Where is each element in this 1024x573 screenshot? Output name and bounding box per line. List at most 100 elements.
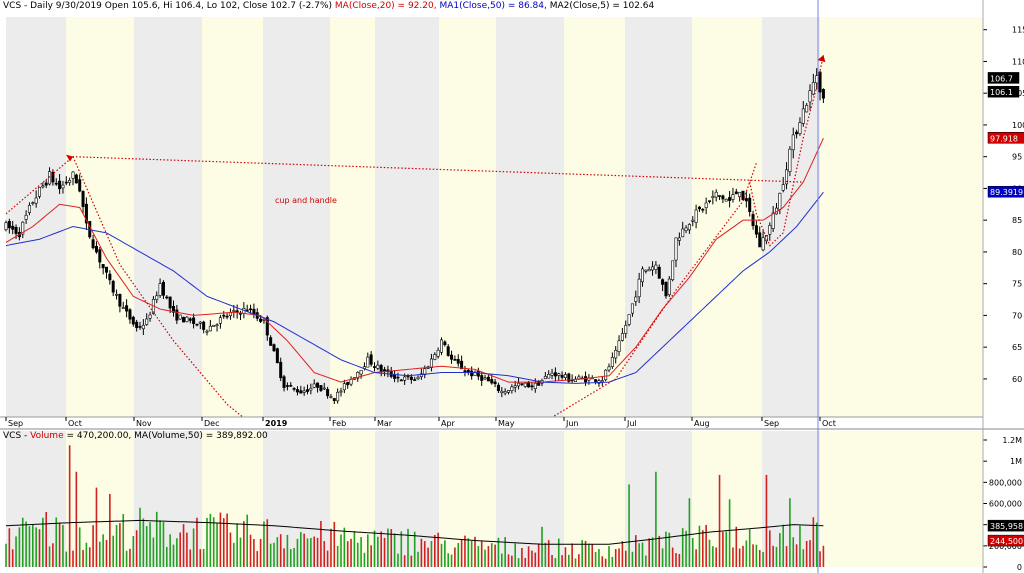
volume-bar [651, 537, 654, 567]
moving-averages [5, 138, 824, 384]
volume-month-band [375, 431, 439, 567]
volume-bar [356, 542, 359, 567]
volume-bar [266, 519, 269, 567]
volume-bar [373, 530, 376, 567]
candle-body [161, 281, 165, 296]
volume-bar [269, 543, 272, 567]
month-band [202, 17, 263, 417]
candle-body [4, 222, 8, 231]
price-tag-ma50-bg [987, 185, 1024, 198]
candle-body [436, 349, 440, 357]
candle-body [627, 314, 631, 325]
candle-body [620, 333, 624, 341]
volume-tag-last-bg [987, 534, 1024, 547]
volume-bar [410, 555, 413, 567]
candle-body [563, 374, 567, 378]
volume-bar [5, 543, 7, 567]
volume-bar [789, 498, 791, 567]
volume-bar [423, 541, 426, 567]
candle-body [480, 375, 484, 381]
month-band [439, 17, 496, 417]
volume-bar [755, 544, 758, 567]
volume-bar [397, 553, 399, 567]
volume-bar [360, 537, 362, 567]
candle-body [530, 385, 534, 388]
volume-bar [88, 547, 91, 567]
candle-body [423, 368, 427, 375]
volume-bar [564, 547, 567, 567]
volume-bar [480, 541, 483, 567]
chart-header: VCS - Daily 9/30/2019 Open 105.6, Hi 106… [3, 1, 654, 11]
candle-body [336, 391, 340, 402]
candle-body [403, 376, 407, 381]
candle-body [704, 202, 708, 208]
candle-body [332, 398, 336, 402]
candle-body [195, 323, 199, 326]
volume-bar [78, 527, 81, 567]
volume-bar [55, 517, 58, 567]
candle-body [419, 373, 423, 377]
header-strip [0, 0, 1024, 17]
volume-bar [671, 547, 674, 567]
candle-body [503, 391, 507, 394]
volume-bar [561, 555, 563, 567]
candle-body [192, 317, 196, 324]
candle-body [647, 269, 651, 272]
candle-body [292, 388, 296, 390]
candle-body [624, 325, 628, 334]
candle-body [466, 369, 470, 373]
candle-body [172, 305, 176, 313]
candle-body [456, 359, 460, 364]
volume-bar [209, 513, 212, 567]
candle-body [316, 382, 320, 388]
candle-body [674, 237, 678, 261]
candle-body [694, 209, 698, 223]
volume-bar [219, 512, 222, 567]
volume-bar [72, 550, 74, 567]
volume-bar [571, 543, 573, 567]
candle-body [168, 296, 172, 309]
volume-bar [541, 526, 543, 567]
candle-body [94, 246, 98, 253]
candle-body [550, 372, 554, 376]
candle-body [228, 312, 232, 317]
candle-body [372, 366, 376, 368]
month-label: Sep [764, 419, 779, 428]
volume-bar [521, 548, 523, 567]
volume-bar [665, 531, 667, 567]
volume-bar [534, 552, 537, 567]
volume-bar [450, 554, 453, 567]
volume-bar [112, 535, 114, 567]
volume-bar [407, 528, 409, 567]
volume-tick-label: 0 [1017, 563, 1022, 572]
volume-bar [792, 537, 795, 567]
volume-month-band [762, 431, 820, 567]
month-label: Oct [68, 419, 82, 428]
candle-body [269, 337, 273, 346]
candle-body [607, 366, 611, 371]
candle-body [506, 390, 510, 393]
candle-body [37, 187, 41, 197]
candle-body [305, 389, 309, 392]
volume-header: VCS - Volume = 470,200.00, MA(Volume,50)… [3, 431, 268, 441]
volume-bar [809, 540, 811, 567]
ma20-line [5, 138, 824, 383]
volume-bar [641, 542, 644, 567]
volume-bar [306, 538, 309, 567]
price-tick-label: 65 [1012, 343, 1022, 352]
candle-body [413, 379, 417, 381]
candle-body [34, 197, 38, 204]
candle-body [71, 171, 75, 179]
candle-body [202, 321, 206, 330]
volume-bar [363, 552, 366, 567]
candle-body [634, 296, 638, 302]
candle-body [131, 316, 135, 325]
volume-bar [176, 538, 178, 567]
month-label: Feb [332, 419, 346, 428]
candle-body [208, 325, 212, 332]
candle-body [795, 131, 799, 135]
candle-body [510, 386, 514, 391]
candle-body [657, 266, 661, 279]
candle-body [175, 309, 179, 321]
